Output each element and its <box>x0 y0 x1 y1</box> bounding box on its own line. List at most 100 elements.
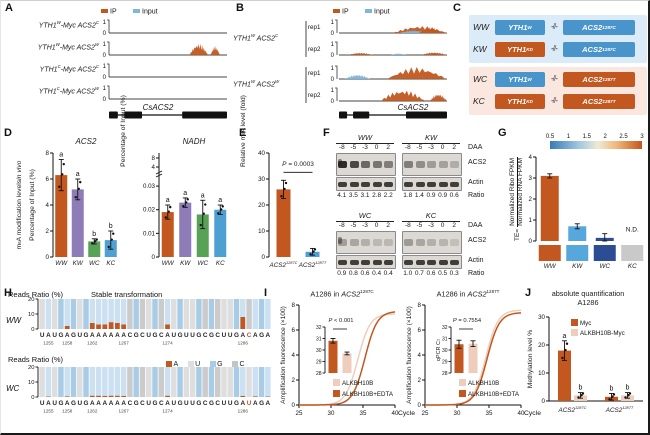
y-axis-fraction-label: TE= Normalized Ribo FPKM Normalized RNA FP… <box>508 156 524 242</box>
panel-c-constructs: WW YTH1 W -⫽- ACS2 1287C KW YTH1 KD -⫽- ACS… <box>449 3 648 125</box>
blot-band <box>438 239 448 246</box>
legend-swatch <box>459 379 466 386</box>
inset-y-tick-label: 30 <box>316 348 322 354</box>
data-point <box>95 238 98 241</box>
panel-f-western-blots: WW -8 -5 -3 0 2 4.1 3.5 3.1 2.8 2.2 KW -8 -5 -3 0 2 1.8 1.… <box>336 133 499 285</box>
chart-canvas: 0 10 20 30 a b b b Myc ALKBH10B-Myc <box>538 314 643 405</box>
lane-label: 0 <box>440 222 445 229</box>
base-column <box>214 299 221 329</box>
sequence-letter: U <box>40 400 45 407</box>
panel-h-title: Stable transformation <box>91 290 163 299</box>
base-column <box>252 367 259 397</box>
chart-title: ACS2 <box>75 137 97 146</box>
blot-band <box>427 259 437 265</box>
data-point <box>94 240 97 243</box>
base-column <box>127 367 133 397</box>
x-category-label: KC <box>106 260 116 267</box>
sequence-letter: U <box>222 332 227 339</box>
lane-label: -8 <box>404 222 411 229</box>
data-point <box>185 201 188 204</box>
y-tick-label: 6 <box>46 176 50 183</box>
lane-label: 2 <box>386 222 390 229</box>
sequence-letter: A <box>121 332 126 339</box>
base-column <box>70 299 77 329</box>
base-column <box>51 299 58 329</box>
bar <box>161 212 174 257</box>
y-tick-label: 0 <box>152 254 156 261</box>
blot-band <box>338 181 347 187</box>
bar <box>214 209 227 257</box>
chart-canvas: 0 2 4 6 8 a a b b <box>46 150 117 261</box>
row-label-acs2: ACS2 <box>468 159 487 166</box>
sequence-letter: G <box>196 400 201 407</box>
lane-label: -5 <box>416 222 423 229</box>
legend-label: ALKBH10B+EDTA <box>468 391 520 398</box>
sequence-letter: A <box>266 332 271 339</box>
base-column <box>95 299 102 329</box>
track-scale-max: 1 <box>331 42 335 48</box>
y-tick-label: 4 <box>152 164 156 171</box>
chart-canvas: 0 1 2 3 4 N.D. 0.5 1 1.5 2 2.5 3 <box>529 134 644 261</box>
lane-label: 2 <box>386 144 390 151</box>
coverage-peak <box>380 90 426 101</box>
inset-p-value: P < 0.001 <box>328 318 354 324</box>
legend-label: ALKBH10B <box>468 380 499 387</box>
blot-band <box>415 181 425 187</box>
bar <box>88 241 101 257</box>
m6a-ratio-bar <box>102 395 108 397</box>
x-category-label: KW <box>180 260 191 267</box>
panel-letter-g: G <box>498 127 507 139</box>
sequence-letter: U <box>190 400 195 407</box>
lane-label: -5 <box>416 144 423 151</box>
input-legend-label: Input <box>142 9 158 16</box>
acs2-box: ACS2 1287T <box>563 71 635 87</box>
sequence-letter: A <box>109 400 114 407</box>
axis-break-icon <box>155 173 163 178</box>
y-tick-label: 2 <box>418 377 422 384</box>
data-point <box>112 232 115 235</box>
track-scale-bracket <box>107 85 110 99</box>
colorbar-tick-label: 3 <box>640 134 644 140</box>
inset-y-tick-label: 30 <box>442 348 448 354</box>
track-scale-max: 1 <box>331 88 335 94</box>
m6a-ratio-bar <box>89 395 95 397</box>
x-category-label: WW <box>543 263 556 270</box>
legend-swatch-a <box>166 361 172 367</box>
y-tick-label: 8 <box>152 155 156 162</box>
m6a-ratio-bar <box>102 324 108 329</box>
chart-d-acs2: 0 2 4 6 8 a a b b ACS2 WW KW WC KC m 6 A modification le… <box>9 131 121 286</box>
chart-title: NADH <box>182 137 206 146</box>
position-label: 1255 <box>43 341 54 346</box>
y-tick-label: 4 <box>529 154 533 161</box>
y-tick-label: 0 <box>542 398 546 405</box>
y-tick-label: 40 <box>258 150 265 157</box>
sequence-letter: U <box>184 332 189 339</box>
base-column <box>233 367 240 397</box>
y-axis-label: Percentage of Input (%) <box>119 95 127 167</box>
ratio-value: 3.1 <box>360 192 370 199</box>
data-point <box>580 394 583 397</box>
y-tick-label: 30 <box>538 314 545 321</box>
coverage-peak <box>421 52 447 55</box>
sequence-letter: G <box>234 400 239 407</box>
chart-j-methylation: 0 10 20 30 a b b b Myc ALKBH10B-Myc absolute quant… <box>523 289 648 433</box>
base-column <box>221 367 227 397</box>
row-label-acs2: ACS2 <box>468 237 487 244</box>
sequence-letter: A <box>121 400 126 407</box>
track-scale-min: 0 <box>103 31 107 37</box>
base-column <box>133 299 139 329</box>
position-label: 1286 <box>238 341 249 346</box>
construct-tag: WW <box>473 22 490 32</box>
position-label: 1267 <box>119 409 130 414</box>
base-column <box>70 367 77 397</box>
sequence-letter: G <box>58 400 63 407</box>
ratio-value: 0.3 <box>449 270 459 277</box>
m6a-ratio-bar <box>240 317 246 329</box>
legend-label: A <box>173 360 179 368</box>
base-column <box>227 367 233 397</box>
panel-letter-h: H <box>4 287 12 299</box>
acs2-box: ACS2 1287C <box>563 19 635 35</box>
legend-swatch <box>333 390 340 397</box>
blot-group-name: WC <box>358 211 372 220</box>
inset-bar <box>468 343 478 373</box>
